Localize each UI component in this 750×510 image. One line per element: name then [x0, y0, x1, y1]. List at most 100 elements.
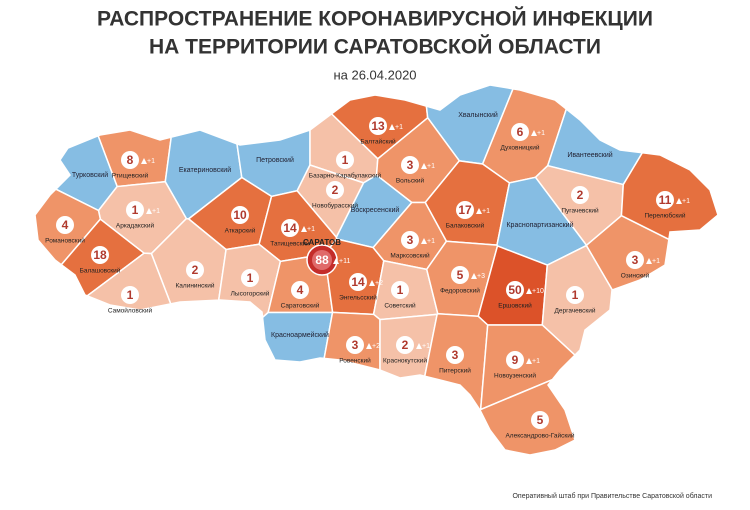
case-count: 1: [572, 288, 579, 302]
district-name: Пугачевский: [561, 207, 599, 215]
daily-increase: +2: [372, 343, 380, 350]
daily-increase: +10: [532, 288, 544, 295]
district-name: Калининский: [176, 282, 215, 290]
count-badge: [241, 269, 259, 287]
district-name: Воскресенский: [351, 206, 400, 214]
count-badge: [121, 286, 139, 304]
count-badge: [126, 201, 144, 219]
district-name: Ровенский: [339, 357, 371, 365]
increase-icon: [531, 130, 537, 136]
count-badge: [121, 151, 139, 169]
case-count: 4: [297, 283, 304, 297]
daily-increase: +1: [652, 258, 660, 265]
case-count: 6: [517, 125, 524, 139]
increase-icon: [146, 208, 152, 214]
district-name: Екатериновский: [179, 166, 231, 174]
daily-increase: +1: [147, 158, 155, 165]
daily-increase: +3: [477, 273, 485, 280]
case-count: 8: [127, 153, 134, 167]
count-badge: [186, 261, 204, 279]
district-name: Марксовский: [390, 252, 430, 260]
case-count: 3: [632, 253, 639, 267]
district-name: Ершовский: [498, 302, 532, 310]
district-name: Новоузенский: [494, 372, 536, 380]
count-badge: [391, 281, 409, 299]
case-count: 3: [407, 233, 414, 247]
count-badge: [656, 191, 674, 209]
district-area: [85, 252, 172, 311]
count-badge: [456, 201, 474, 219]
count-badge: [346, 336, 364, 354]
district-name: Лысогорский: [231, 290, 270, 298]
district-name: Красноармейский: [271, 331, 329, 339]
district-name: Александрово-Гайский: [505, 432, 574, 440]
case-count: 50: [508, 283, 522, 297]
case-count: 1: [127, 288, 134, 302]
district-name: Турковский: [72, 171, 108, 179]
increase-icon: [333, 258, 339, 264]
case-count: 1: [132, 203, 139, 217]
district-name: Аткарский: [225, 227, 256, 235]
increase-icon: [421, 238, 427, 244]
daily-increase: +1: [532, 358, 540, 365]
case-count: 13: [371, 119, 385, 133]
daily-increase: +1: [682, 198, 690, 205]
increase-icon: [366, 343, 372, 349]
district-name: Балтайский: [360, 138, 396, 146]
count-badge: [326, 181, 344, 199]
case-count: 1: [342, 153, 349, 167]
increase-icon: [676, 198, 682, 204]
daily-increase: +11: [339, 258, 350, 265]
case-count: 14: [351, 275, 365, 289]
case-count: 2: [402, 338, 409, 352]
title-line: РАСПРОСТРАНЕНИЕ КОРОНАВИРУСНОЙ ИНФЕКЦИИ: [97, 7, 653, 31]
district-name: Саратовский: [281, 302, 320, 310]
case-count: 5: [537, 413, 544, 427]
case-count: 10: [233, 208, 247, 222]
increase-icon: [389, 124, 395, 130]
case-count: 2: [577, 188, 584, 202]
case-count: 3: [407, 158, 414, 172]
count-badge: [511, 123, 529, 141]
count-badge: [566, 286, 584, 304]
count-badge: [91, 246, 109, 264]
district-name: Вольский: [396, 177, 425, 185]
district-area: [261, 311, 334, 363]
daily-increase: +1: [422, 343, 430, 350]
case-count: 14: [283, 221, 297, 235]
count-badge: [291, 281, 309, 299]
case-count: 4: [62, 218, 69, 232]
case-count: 2: [192, 263, 199, 277]
count-badge: [446, 346, 464, 364]
count-badge: [401, 156, 419, 174]
case-count: 3: [452, 348, 459, 362]
count-badge: [281, 219, 299, 237]
district-name: Федоровский: [440, 287, 480, 295]
district-name: Озинский: [621, 272, 650, 280]
daily-increase: +1: [482, 208, 490, 215]
case-count: 18: [93, 248, 107, 262]
district-name: Энгельсский: [339, 294, 377, 302]
district-name: Балаковский: [446, 222, 485, 230]
count-badge: [506, 351, 524, 369]
case-count: 17: [458, 203, 472, 217]
count-badge: [401, 231, 419, 249]
title-line: НА ТЕРРИТОРИИ САРАТОВСКОЙ ОБЛАСТИ: [149, 35, 601, 59]
district-name: Аркадакский: [116, 222, 155, 230]
count-badge: [571, 186, 589, 204]
district-name: Самойловский: [108, 307, 153, 315]
increase-icon: [421, 163, 427, 169]
count-badge: [626, 251, 644, 269]
case-count: 1: [397, 283, 404, 297]
count-badge: [231, 206, 249, 224]
increase-icon: [476, 208, 482, 214]
count-badge: [451, 266, 469, 284]
daily-increase: +1: [395, 124, 403, 131]
count-badge: [369, 117, 387, 135]
increase-icon: [301, 226, 307, 232]
increase-icon: [471, 273, 477, 279]
district-name: Базарно-Карабулакский: [309, 172, 382, 180]
district-area: [150, 217, 227, 305]
district-name: Татищевский: [270, 240, 310, 248]
